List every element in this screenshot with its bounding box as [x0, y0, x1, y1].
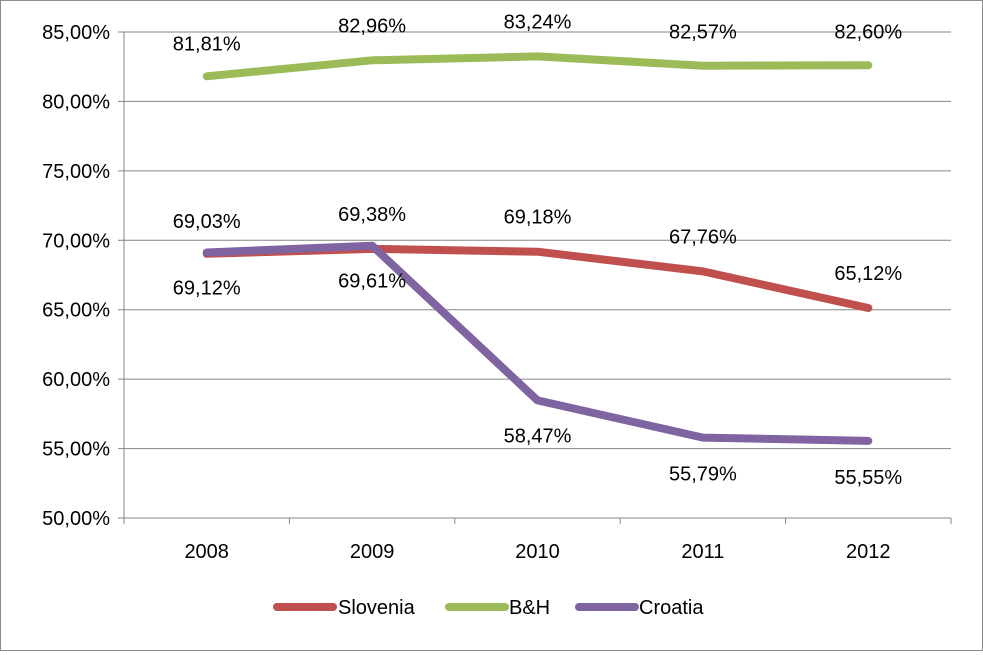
data-label: 69,12% — [173, 278, 241, 300]
data-label: 55,55% — [834, 467, 902, 489]
legend-label: B&H — [509, 597, 550, 619]
data-label: 69,38% — [338, 204, 406, 226]
legend-label: Croatia — [639, 597, 704, 619]
legend: Slovenia B&H Croatia — [273, 597, 704, 619]
data-label: 67,76% — [669, 226, 737, 248]
axes: 50,00% 55,00% 60,00% 65,00% 70,00% 75,00% 80,0… — [42, 22, 952, 563]
data-label: 69,18% — [504, 207, 572, 229]
x-tick-label: 2012 — [846, 541, 891, 563]
data-label: 82,57% — [669, 22, 737, 44]
series-line-slovenia — [202, 244, 873, 312]
data-labels: 69,03% 69,38% 69,18% 67,76% 65,12% 81,81% 82,9… — [173, 11, 903, 488]
series-line-b-h — [202, 52, 873, 81]
data-label: 82,60% — [834, 21, 902, 43]
data-label: 55,79% — [669, 464, 737, 486]
x-tick-label: 2008 — [184, 541, 229, 563]
data-label: 69,61% — [338, 271, 406, 293]
data-label: 83,24% — [504, 11, 572, 33]
data-label: 69,03% — [173, 211, 241, 233]
y-tick-label: 85,00% — [42, 22, 110, 44]
y-tick-label: 65,00% — [42, 300, 110, 322]
data-label: 58,47% — [504, 425, 572, 447]
data-label: 81,81% — [173, 33, 241, 55]
x-tick-label: 2010 — [515, 541, 560, 563]
y-tick-label: 50,00% — [42, 508, 110, 530]
data-label: 65,12% — [834, 263, 902, 285]
data-label: 82,96% — [338, 15, 406, 37]
y-tick-label: 70,00% — [42, 230, 110, 252]
y-tick-label: 60,00% — [42, 369, 110, 391]
legend-label: Slovenia — [338, 597, 416, 619]
y-tick-label: 55,00% — [42, 439, 110, 461]
series-lines — [202, 52, 873, 445]
x-tick-label: 2009 — [350, 541, 395, 563]
x-tick-label: 2011 — [681, 541, 724, 563]
series-line-croatia — [202, 241, 873, 445]
gridlines — [124, 31, 951, 450]
y-tick-label: 75,00% — [42, 161, 110, 183]
y-tick-label: 80,00% — [42, 91, 110, 113]
